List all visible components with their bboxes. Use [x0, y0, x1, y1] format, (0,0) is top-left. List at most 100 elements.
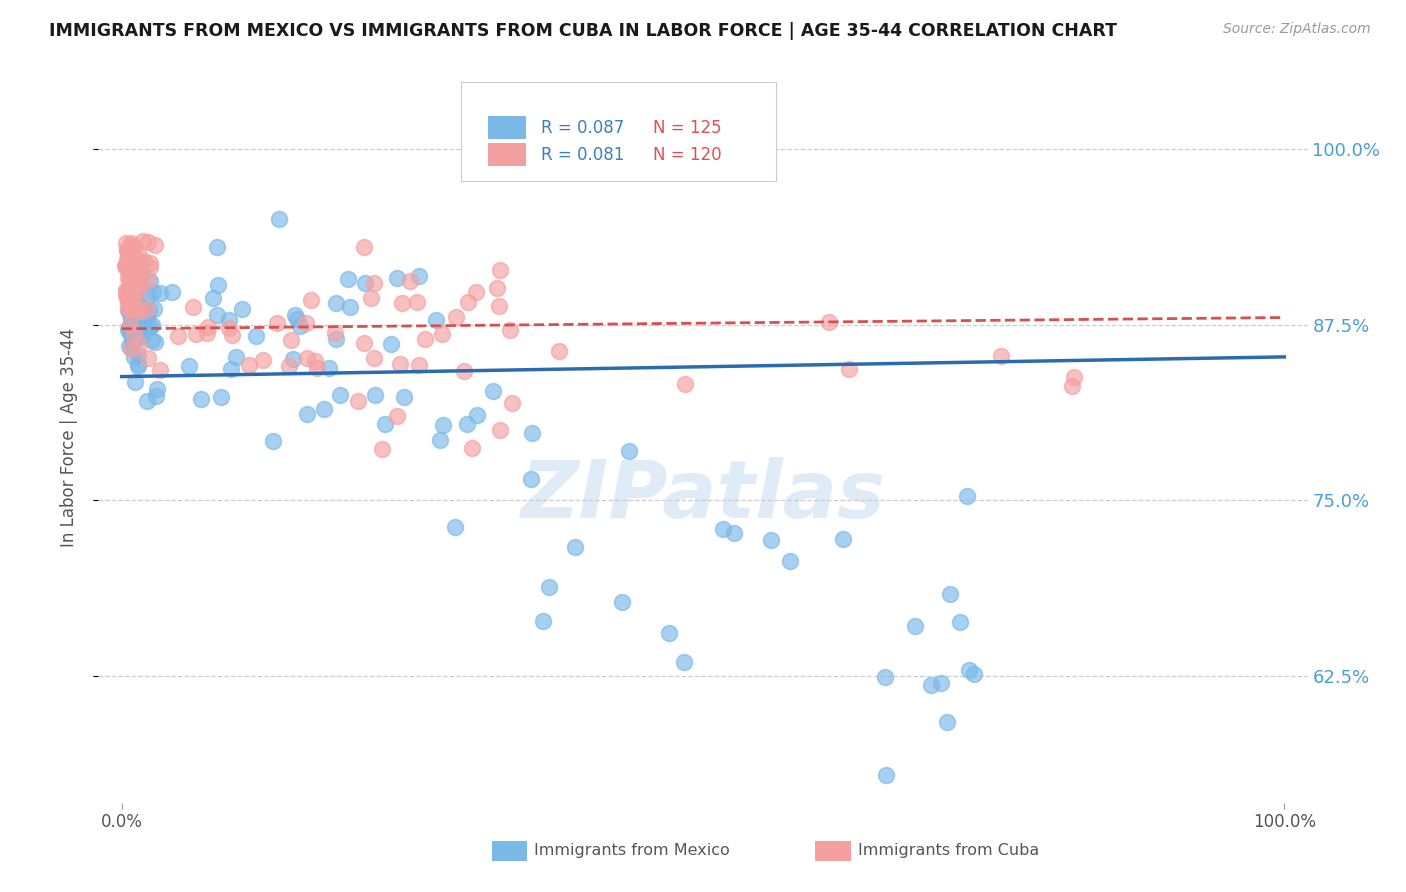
Immigrants from Cuba	[184, 327, 207, 342]
Immigrants from Mexico	[125, 308, 148, 322]
Immigrants from Cuba	[489, 263, 512, 277]
Immigrants from Cuba	[299, 293, 322, 308]
Immigrants from Cuba	[135, 301, 157, 316]
Immigrants from Cuba	[118, 302, 141, 317]
Immigrants from Cuba	[122, 263, 145, 277]
Immigrants from Cuba	[353, 240, 375, 254]
Immigrants from Mexico	[125, 329, 148, 343]
Immigrants from Mexico	[723, 525, 745, 540]
Immigrants from Mexico	[779, 554, 801, 568]
Immigrants from Cuba	[117, 290, 139, 304]
FancyBboxPatch shape	[488, 143, 526, 167]
Immigrants from Mexico	[408, 268, 430, 283]
Immigrants from Cuba	[125, 301, 148, 316]
Immigrants from Cuba	[278, 359, 301, 373]
Immigrants from Cuba	[295, 351, 318, 366]
Immigrants from Cuba	[460, 442, 482, 456]
Immigrants from Cuba	[388, 357, 411, 371]
Immigrants from Cuba	[115, 285, 138, 299]
Immigrants from Cuba	[432, 326, 454, 341]
Immigrants from Mexico	[121, 268, 143, 282]
Immigrants from Cuba	[136, 235, 159, 249]
Immigrants from Cuba	[118, 250, 141, 264]
Immigrants from Mexico	[131, 266, 153, 280]
Immigrants from Cuba	[353, 336, 375, 351]
Immigrants from Cuba	[124, 264, 146, 278]
Immigrants from Mexico	[875, 767, 897, 781]
Immigrants from Cuba	[138, 351, 160, 365]
Immigrants from Cuba	[304, 354, 326, 368]
Text: R = 0.087: R = 0.087	[541, 119, 624, 136]
Immigrants from Cuba	[128, 283, 150, 297]
Immigrants from Mexico	[127, 357, 149, 371]
Immigrants from Mexico	[134, 310, 156, 325]
Immigrants from Cuba	[115, 252, 138, 266]
Immigrants from Cuba	[360, 291, 382, 305]
Immigrants from Cuba	[122, 281, 145, 295]
Immigrants from Cuba	[548, 343, 571, 358]
Immigrants from Cuba	[122, 250, 145, 264]
Immigrants from Mexico	[432, 418, 454, 433]
Immigrants from Mexico	[429, 434, 451, 448]
Immigrants from Mexico	[325, 296, 347, 310]
Immigrants from Cuba	[122, 291, 145, 305]
Immigrants from Cuba	[363, 351, 385, 365]
Immigrants from Mexico	[267, 212, 290, 227]
Immigrants from Cuba	[238, 358, 260, 372]
Immigrants from Cuba	[114, 259, 136, 273]
Immigrants from Mexico	[121, 313, 143, 327]
Immigrants from Cuba	[114, 283, 136, 297]
Immigrants from Cuba	[124, 266, 146, 280]
Text: Immigrants from Cuba: Immigrants from Cuba	[858, 844, 1039, 858]
Immigrants from Mexico	[957, 663, 980, 677]
Immigrants from Cuba	[118, 318, 141, 332]
Immigrants from Mexico	[522, 425, 544, 440]
Immigrants from Cuba	[347, 394, 370, 409]
Immigrants from Cuba	[117, 257, 139, 271]
Immigrants from Mexico	[120, 310, 142, 325]
Immigrants from Mexico	[118, 305, 141, 319]
Immigrants from Cuba	[457, 295, 479, 310]
Immigrants from Mexico	[392, 390, 415, 404]
Immigrants from Mexico	[149, 285, 172, 300]
Immigrants from Cuba	[127, 262, 149, 277]
Immigrants from Mexico	[117, 322, 139, 336]
Immigrants from Mexico	[132, 302, 155, 317]
Immigrants from Mexico	[245, 329, 267, 343]
Immigrants from Mexico	[118, 304, 141, 318]
Immigrants from Cuba	[120, 278, 142, 293]
Immigrants from Cuba	[453, 364, 475, 378]
Immigrants from Cuba	[117, 241, 139, 255]
Immigrants from Cuba	[398, 275, 420, 289]
Immigrants from Cuba	[115, 259, 138, 273]
Immigrants from Mexico	[131, 329, 153, 343]
Immigrants from Mexico	[120, 282, 142, 296]
Immigrants from Cuba	[132, 254, 155, 268]
Immigrants from Cuba	[838, 362, 860, 376]
Immigrants from Cuba	[121, 258, 143, 272]
Immigrants from Cuba	[139, 260, 162, 274]
Immigrants from Mexico	[318, 360, 340, 375]
Text: Immigrants from Mexico: Immigrants from Mexico	[534, 844, 730, 858]
Immigrants from Mexico	[672, 655, 695, 669]
Immigrants from Mexico	[288, 318, 311, 333]
Immigrants from Cuba	[121, 301, 143, 315]
Immigrants from Mexico	[285, 311, 308, 326]
Immigrants from Mexico	[963, 666, 986, 681]
Immigrants from Cuba	[499, 323, 522, 337]
Immigrants from Mexico	[949, 615, 972, 629]
Immigrants from Cuba	[120, 237, 142, 252]
Immigrants from Mexico	[325, 332, 347, 346]
Immigrants from Mexico	[219, 362, 242, 376]
Immigrants from Cuba	[122, 240, 145, 254]
Immigrants from Mexico	[136, 394, 159, 409]
Immigrants from Mexico	[122, 271, 145, 285]
Immigrants from Mexico	[209, 390, 232, 404]
Immigrants from Mexico	[619, 444, 641, 458]
Immigrants from Mexico	[190, 392, 212, 407]
Immigrants from Cuba	[195, 326, 218, 340]
Immigrants from Mexico	[207, 277, 229, 292]
Immigrants from Cuba	[120, 252, 142, 266]
Immigrants from Mexico	[354, 277, 377, 291]
Immigrants from Cuba	[115, 262, 138, 277]
